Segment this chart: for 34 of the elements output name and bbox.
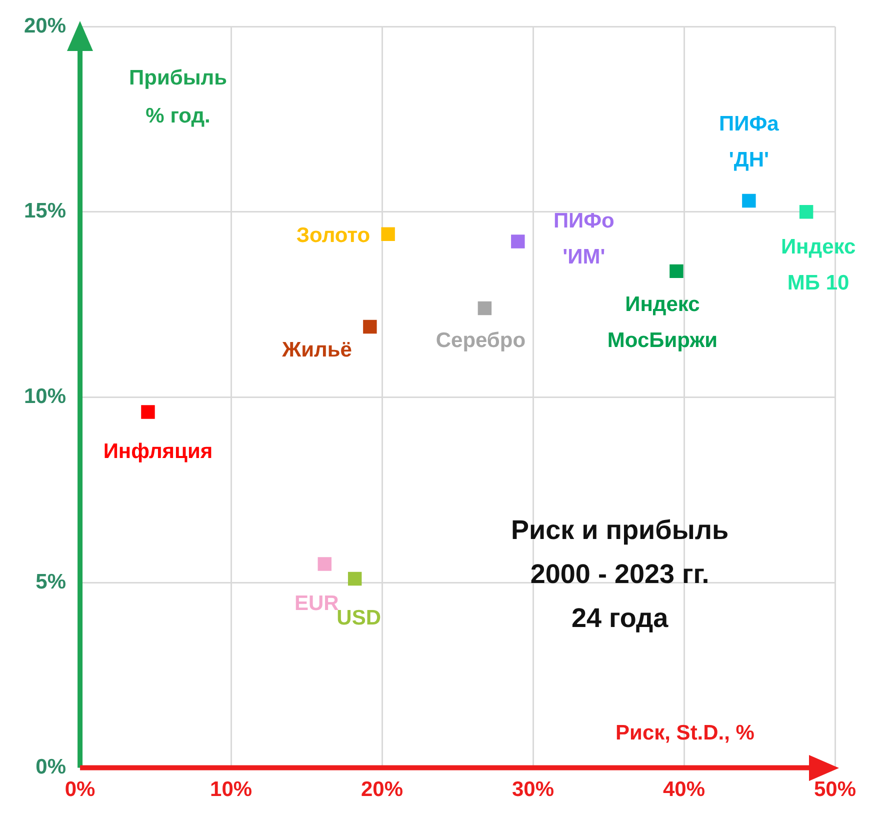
point	[381, 227, 395, 241]
series-label: USD	[336, 606, 382, 630]
point	[318, 557, 332, 571]
series-label: ПИФо 'ИМ'	[553, 209, 614, 268]
point	[670, 264, 684, 278]
point	[742, 194, 756, 208]
point	[799, 205, 814, 219]
point	[511, 234, 525, 248]
y-axis-title: Прибыль % год.	[129, 66, 228, 128]
y-tick-label: 10%	[24, 384, 66, 408]
x-tick-label: 20%	[361, 778, 404, 802]
series-label: EUR	[294, 592, 339, 615]
series-label: Жильё	[281, 338, 352, 362]
x-tick-label: 50%	[814, 778, 856, 802]
series-label: Индекс МосБиржи	[607, 292, 718, 352]
x-tick-label: 0%	[64, 778, 96, 802]
series-label: Золото	[296, 224, 370, 247]
point	[478, 301, 492, 316]
y-tick-label: 15%	[24, 200, 66, 223]
series-label: Индекс МБ 10	[780, 236, 856, 295]
series-label: Серебро	[436, 329, 526, 352]
series-label: Инфляция	[103, 440, 213, 463]
series-label: ПИФа 'ДН'	[719, 112, 780, 172]
y-tick-label: 0%	[36, 756, 66, 779]
y-tick-label: 5%	[36, 570, 66, 594]
x-axis-title: Риск, St.D., %	[616, 722, 755, 745]
point	[141, 405, 155, 419]
annotation: Риск и прибыль 2000 - 2023 гг. 24 года	[511, 515, 729, 634]
x-tick-label: 40%	[662, 778, 706, 802]
x-tick-label: 30%	[512, 778, 554, 802]
point	[348, 572, 362, 586]
y-tick-label: 20%	[24, 14, 66, 38]
x-tick-label: 10%	[210, 778, 252, 802]
point	[363, 320, 377, 334]
